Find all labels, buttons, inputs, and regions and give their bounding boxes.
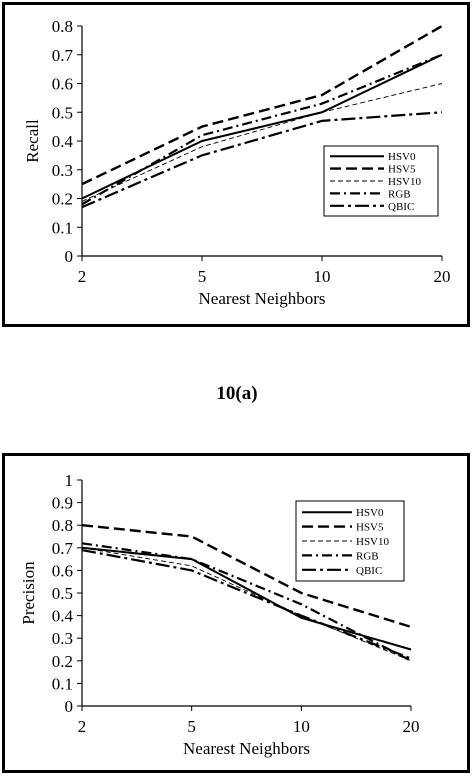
precision-y-tick-label: 0.9 [52,494,73,513]
precision-series-rgb [81,542,412,662]
precision-legend-label: RGB [356,550,379,562]
precision-series-hsv10 [81,547,412,662]
precision-chart-panel: 0 0.1 0.2 0.3 0.4 0.5 0.6 0.7 0.8 0.9 1 2 5 10 20 Neare… [2,453,470,773]
recall-y-tick-label: 0.3 [52,161,73,180]
recall-y-axis-label: Recall [23,119,42,163]
recall-chart-panel: 0 0.1 0.2 0.3 0.4 0.5 0.6 0.7 0.8 2 5 10 20 Nearest N… [2,2,470,327]
recall-legend-label: QBIC [388,201,414,213]
recall-series-hsv10 [81,83,443,202]
precision-x-tick-label: 10 [293,717,310,736]
recall-series-qbic [81,111,443,209]
precision-y-tick-label: 0.5 [52,584,73,603]
precision-series-hsv5 [81,524,412,629]
recall-x-tick-label: 5 [198,267,207,286]
precision-y-tick-label: 0.7 [52,539,74,558]
precision-x-tick-label: 5 [187,717,196,736]
precision-legend-label: HSV5 [356,522,384,534]
recall-y-tick-label: 0.8 [52,17,73,36]
precision-series-qbic [81,548,412,660]
precision-x-tick-label: 20 [403,717,420,736]
precision-series-hsv0 [81,546,412,651]
recall-legend-label: HSV5 [388,164,416,176]
recall-x-tick-label: 2 [78,267,87,286]
recall-legend-label: HSV10 [388,176,422,188]
precision-y-tick-label: 0.2 [52,652,73,671]
precision-y-axis-label: Precision [19,561,38,625]
recall-legend-label: HSV0 [388,151,416,163]
precision-x-axis-label: Nearest Neighbors [183,739,310,758]
recall-series-rgb [81,53,443,206]
precision-y-tick-label: 0 [65,697,74,716]
recall-x-tick-label: 20 [434,267,451,286]
recall-y-tick-label: 0.1 [52,218,73,237]
precision-y-tick-label: 0.4 [52,607,74,626]
recall-y-tick-label: 0.2 [52,190,73,209]
precision-y-tick-label: 0.8 [52,516,73,535]
precision-x-tick-label: 2 [78,717,87,736]
precision-y-tick-label: 1 [65,471,74,490]
recall-y-tick-label: 0 [65,247,74,266]
precision-y-tick-label: 0.6 [52,561,73,580]
recall-y-tick-label: 0.4 [52,132,74,151]
precision-legend-label: QBIC [356,565,382,577]
precision-y-tick-label: 0.3 [52,629,73,648]
recall-y-tick-label: 0.6 [52,75,73,94]
recall-series-hsv5 [81,24,443,186]
recall-legend-label: RGB [388,188,411,200]
precision-y-tick-label: 0.1 [52,674,73,693]
recall-x-tick-label: 10 [314,267,331,286]
precision-legend-label: HSV0 [356,507,384,519]
recall-y-tick-label: 0.5 [52,103,73,122]
precision-legend-label: HSV10 [356,536,390,548]
precision-chart: 0 0.1 0.2 0.3 0.4 0.5 0.6 0.7 0.8 0.9 1 2 5 10 20 Neare… [19,471,420,758]
figure-caption: 10(a) [216,383,258,404]
recall-y-tick-label: 0.7 [52,46,74,65]
recall-x-axis-label: Nearest Neighbors [199,289,326,308]
recall-chart: 0 0.1 0.2 0.3 0.4 0.5 0.6 0.7 0.8 2 5 10 20 Nearest N… [23,17,451,308]
